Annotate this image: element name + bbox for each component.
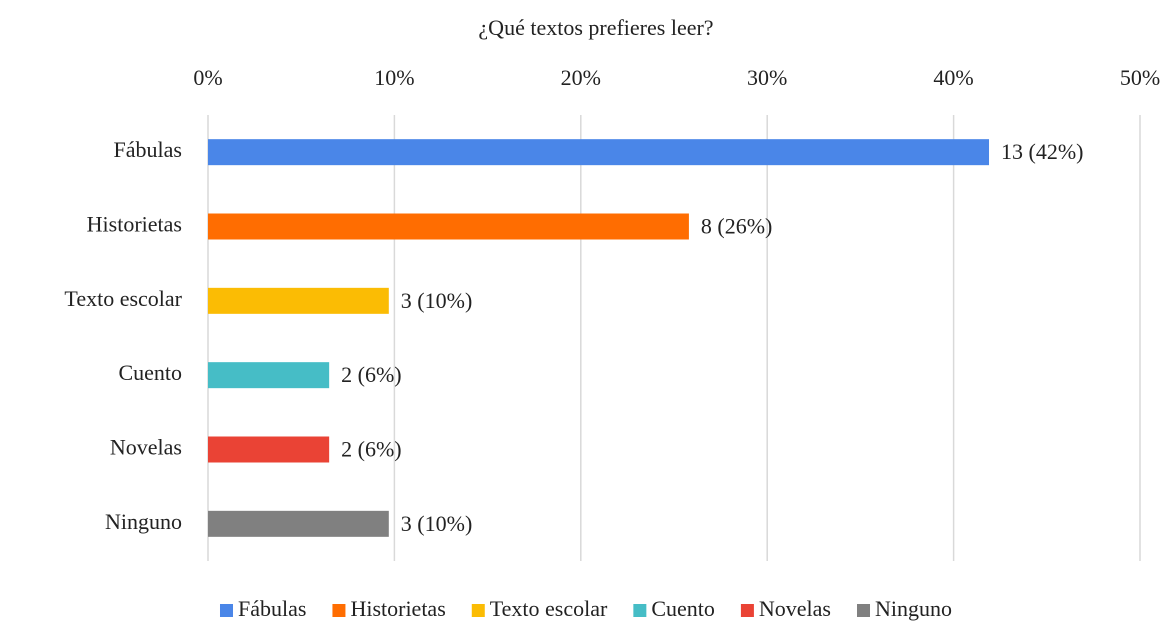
bar [208, 213, 689, 240]
legend-label: Historietas [350, 596, 445, 621]
x-tick-label: 50% [1120, 65, 1160, 90]
x-tick-label: 30% [747, 65, 787, 90]
data-label: 8 (26%) [701, 214, 772, 239]
bar [208, 510, 389, 537]
data-label: 3 (10%) [401, 511, 472, 536]
legend-label: Novelas [759, 596, 831, 621]
legend-label: Ninguno [875, 596, 952, 621]
y-tick-label: Ninguno [105, 509, 182, 534]
data-label: 3 (10%) [401, 288, 472, 313]
legend-swatch [471, 604, 485, 617]
y-tick-label: Historietas [87, 212, 182, 237]
legend-label: Fábulas [238, 596, 306, 621]
data-label: 2 (6%) [341, 437, 401, 462]
chart-title: ¿Qué textos prefieres leer? [478, 15, 713, 40]
bar [208, 139, 990, 166]
y-tick-label: Texto escolar [64, 286, 182, 311]
legend-swatch [857, 604, 871, 617]
legend-swatch [219, 604, 233, 617]
x-tick-label: 40% [933, 65, 973, 90]
bar [208, 436, 330, 463]
legend-label: Cuento [651, 596, 715, 621]
x-tick-label: 20% [561, 65, 601, 90]
bar [208, 362, 330, 389]
y-tick-label: Cuento [118, 360, 182, 385]
y-tick-label: Novelas [110, 435, 182, 460]
y-tick-label: Fábulas [114, 137, 182, 162]
legend-swatch [740, 604, 754, 617]
legend-swatch [633, 604, 647, 617]
legend-swatch [332, 604, 346, 617]
legend-label: Texto escolar [490, 596, 608, 621]
x-tick-label: 10% [374, 65, 414, 90]
data-label: 2 (6%) [341, 362, 401, 387]
x-tick-label: 0% [193, 65, 222, 90]
bar [208, 287, 389, 314]
data-label: 13 (42%) [1001, 139, 1083, 164]
